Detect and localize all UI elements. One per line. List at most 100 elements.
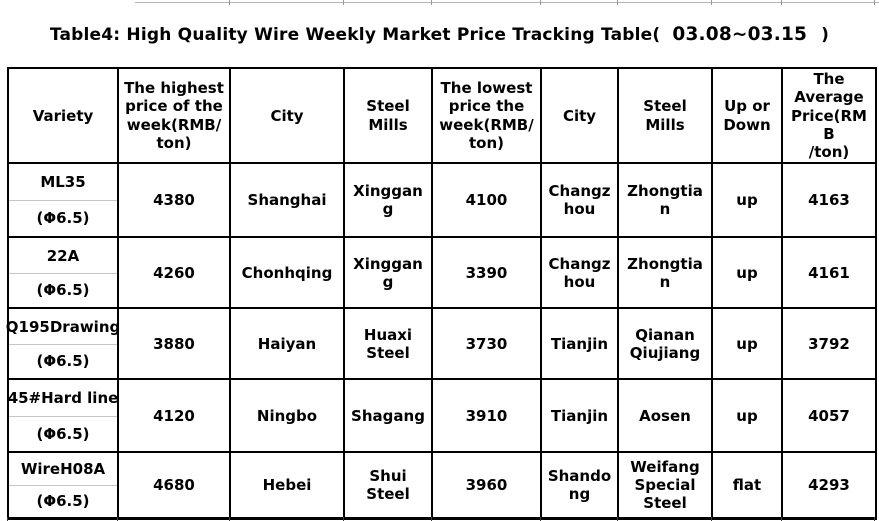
grid-remnant-tick [540,517,541,521]
date-range: 03.08~03.15 [672,24,808,45]
grid-remnant-tick [540,0,541,5]
table-row: ML35 (Φ6.5) 4380 Shanghai Xinggang 4100 … [7,162,877,239]
title-close-paren: ) [821,25,830,45]
lowest-price-cell: 3910 [431,378,542,454]
average-price-cell: 4293 [781,451,877,520]
steel-mill-1-cell: Huaxi Steel [343,307,433,381]
highest-price-cell: 4120 [117,378,231,454]
table-row: WireH08A (Φ6.5) 4680 Hebei Shui Steel 39… [7,451,877,520]
trend-cell: up [711,236,783,310]
grid-remnant-tick [117,517,118,521]
grid-remnant-tick [343,517,344,521]
grid-remnant-top-line [135,2,879,3]
city-2-cell: Tianjin [540,307,619,381]
col-header-city-2: City [540,66,619,165]
lowest-price-cell: 3390 [431,236,542,310]
grid-remnant-tick [781,517,782,521]
variety-sub-divider [9,272,117,274]
variety-name: 22A [46,246,80,265]
city-2-cell: Changzhou [540,236,619,310]
price-table: Variety The highest price of the week(RM… [5,66,877,520]
variety-sub-divider [9,343,117,345]
city-1-cell: Haiyan [229,307,345,381]
table-row: 22A (Φ6.5) 4260 Chonhqing Xinggang 3390 … [7,236,877,310]
steel-mill-2-cell: Weifang Special Steel [617,451,713,520]
col-header-average-price: The Average Price(RMB /ton) [781,66,877,165]
steel-mill-2-cell: Qianan Qiujiang [617,307,713,381]
grid-remnant-tick [431,517,432,521]
col-header-city-1: City [229,66,345,165]
variety-spec: (Φ6.5) [36,424,90,443]
lowest-price-cell: 3960 [431,451,542,520]
grid-remnant-tick [617,0,618,5]
table-row: 45#Hard line (Φ6.5) 4120 Ningbo Shagang … [7,378,877,454]
variety-cell: WireH08A (Φ6.5) [7,451,119,520]
variety-spec: (Φ6.5) [36,491,90,510]
col-header-variety: Variety [7,66,119,165]
grid-remnant-tick [711,517,712,521]
grid-remnant-tick [711,0,712,5]
variety-name: 45#Hard line [7,389,119,408]
variety-spec: (Φ6.5) [36,281,90,300]
table-row: Q195Drawing (Φ6.5) 3880 Haiyan Huaxi Ste… [5,307,877,381]
grid-remnant-tick [781,0,782,5]
col-header-steel-mills-2: Steel Mills [617,66,713,165]
col-header-steel-mills-1: Steel Mills [343,66,433,165]
col-header-lowest-price: The lowest price the week(RMB/ ton) [431,66,542,165]
header-row: Variety The highest price of the week(RM… [7,66,877,165]
grid-remnant-tick [874,517,875,521]
city-1-cell: Hebei [229,451,345,520]
steel-mill-1-cell: Shui Steel [343,451,433,520]
variety-name: ML35 [40,173,86,192]
variety-spec: (Φ6.5) [36,209,90,228]
grid-remnant-tick [229,517,230,521]
trend-cell: up [711,378,783,454]
trend-cell: up [711,307,783,381]
average-price-cell: 3792 [781,307,877,381]
city-2-cell: Changzhou [540,162,619,239]
variety-cell: ML35 (Φ6.5) [7,162,119,239]
steel-mill-1-cell: Xinggang [343,162,433,239]
variety-sub-divider [9,200,117,202]
grid-remnant-tick [874,0,875,5]
city-1-cell: Chonhqing [229,236,345,310]
lowest-price-cell: 3730 [431,307,542,381]
city-2-cell: Tianjin [540,378,619,454]
variety-sub-divider [9,415,117,417]
col-header-up-or-down: Up or Down [711,66,783,165]
variety-name: Q195Drawing [5,317,121,336]
variety-name: WireH08A [20,460,106,479]
trend-cell: flat [711,451,783,520]
steel-mill-1-cell: Shagang [343,378,433,454]
highest-price-cell: 4380 [117,162,231,239]
city-2-cell: Shandong [540,451,619,520]
grid-remnant-tick [7,517,8,521]
grid-remnant-tick [229,0,230,5]
highest-price-cell: 4680 [117,451,231,520]
grid-remnant-tick [431,0,432,5]
trend-cell: up [711,162,783,239]
steel-mill-2-cell: Zhongtian [617,162,713,239]
variety-spec: (Φ6.5) [36,352,90,371]
grid-remnant-tick [617,517,618,521]
highest-price-cell: 3880 [117,307,231,381]
variety-cell: 45#Hard line (Φ6.5) [7,378,119,454]
average-price-cell: 4057 [781,378,877,454]
lowest-price-cell: 4100 [431,162,542,239]
page-title: Table4: High Quality Wire Weekly Market … [0,24,879,45]
city-1-cell: Shanghai [229,162,345,239]
average-price-cell: 4161 [781,236,877,310]
variety-sub-divider [9,485,117,487]
highest-price-cell: 4260 [117,236,231,310]
title-text: Table4: High Quality Wire Weekly Market … [49,25,661,45]
variety-cell: Q195Drawing (Φ6.5) [5,307,121,381]
steel-mill-2-cell: Zhongtian [617,236,713,310]
steel-mill-1-cell: Xinggang [343,236,433,310]
steel-mill-2-cell: Aosen [617,378,713,454]
city-1-cell: Ningbo [229,378,345,454]
average-price-cell: 4163 [781,162,877,239]
grid-remnant-tick [343,0,344,5]
col-header-highest-price: The highest price of the week(RMB/ ton) [117,66,231,165]
variety-cell: 22A (Φ6.5) [7,236,119,310]
